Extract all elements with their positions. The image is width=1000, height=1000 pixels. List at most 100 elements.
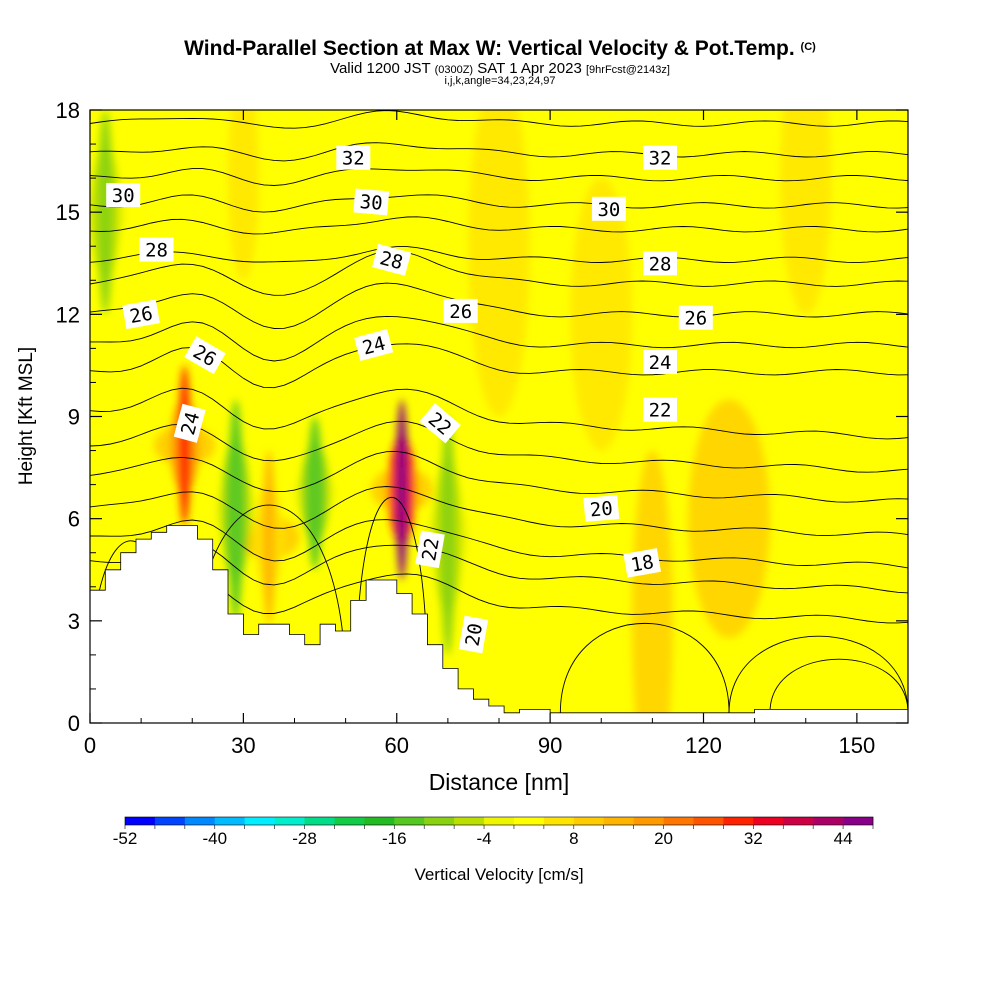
isotherm-label-text: 26 — [128, 302, 154, 328]
colorbar-swatch — [663, 817, 694, 825]
y-tick-label: 18 — [56, 98, 80, 123]
chart-subtitle: Valid 1200 JST (0300Z) SAT 1 Apr 2023 [9… — [0, 61, 1000, 78]
isotherm-label: 26 — [678, 305, 713, 330]
isotherm-label: 22 — [643, 397, 677, 422]
isotherm-label: 30 — [106, 183, 141, 208]
isotherm-label: 28 — [139, 237, 174, 262]
colorbar-tick-label: -16 — [382, 829, 407, 848]
colorbar-swatch — [334, 817, 365, 825]
colorbar-frame — [124, 816, 874, 826]
downdraft-core — [97, 110, 114, 315]
isotherm-line — [90, 387, 908, 440]
y-tick-label: 9 — [68, 405, 80, 430]
valid-fcst: [9hrFcst@2143z] — [585, 64, 670, 76]
colorbar-tick-label: -28 — [292, 829, 317, 848]
isotherm-label: 28 — [643, 251, 677, 276]
isotherm-label-bg — [173, 403, 206, 443]
colorbar-tick-label: -4 — [476, 829, 491, 848]
isotherm-label: 30 — [591, 196, 626, 221]
y-tick-label: 3 — [68, 609, 80, 634]
isotherm-label-text: 22 — [649, 400, 672, 422]
isotherm-label: 22 — [415, 530, 445, 569]
isotherm-label-bg — [354, 329, 394, 361]
downdraft-core — [440, 416, 456, 655]
y-tick-label: 12 — [56, 302, 80, 327]
isotherm-label-bg — [591, 196, 626, 221]
isotherm-label: 20 — [583, 495, 620, 522]
isotherm-line — [90, 541, 908, 594]
isotherm-dome — [355, 497, 428, 689]
colorbar-swatch — [394, 817, 425, 825]
isotherm-label-bg — [415, 530, 445, 569]
isotherm-label: 24 — [173, 403, 206, 443]
velocity-field-patches — [228, 110, 832, 723]
isotherm-label-bg — [643, 145, 677, 170]
isotherm-label-text: 32 — [649, 148, 672, 170]
isotherm-label-text: 22 — [418, 536, 444, 562]
colorbar-swatch — [573, 817, 605, 825]
isotherm-label-bg — [643, 251, 677, 276]
colorbar-swatch — [633, 817, 664, 825]
colorbar-swatch — [454, 817, 485, 825]
x-tick-label: 150 — [839, 733, 876, 758]
isotherm-label-bg — [353, 188, 390, 216]
isotherm-label-text: 28 — [649, 253, 672, 275]
isotherm-label: 18 — [623, 548, 662, 578]
y-tick-label: 15 — [56, 200, 80, 225]
isotherm-line — [90, 216, 908, 235]
colorbar-swatch — [484, 817, 515, 825]
isotherm-line — [90, 110, 908, 129]
colorbar-swatch — [304, 817, 335, 825]
isotherm-label-text: 30 — [359, 191, 384, 215]
velocity-patch — [631, 450, 673, 723]
valid-prefix: Valid 1200 JST — [330, 60, 431, 77]
isotherm-label: 26 — [122, 299, 160, 330]
colorbar-swatch — [783, 817, 814, 825]
isotherm-dome — [559, 623, 730, 713]
updraft-core — [178, 365, 191, 526]
isotherm-label-bg — [372, 243, 412, 276]
x-tick-label: 0 — [84, 733, 96, 758]
x-axis-title: Distance [nm] — [429, 769, 570, 795]
isotherm-line — [90, 420, 908, 473]
isotherm-line — [90, 250, 908, 296]
updraft-core — [262, 450, 276, 625]
isotherm-label-text: 26 — [449, 301, 472, 323]
isotherm-line — [90, 194, 908, 213]
isotherm-label-text: 26 — [684, 308, 707, 330]
colorbar: -52 -40 -28 -16 -4 8 20 32 44 — [113, 816, 874, 848]
y-tick-label: 6 — [68, 507, 80, 532]
isotherm-line — [90, 486, 908, 537]
velocity-patch — [780, 110, 832, 315]
colorbar-swatch — [513, 817, 545, 825]
colorbar-swatch — [244, 817, 275, 825]
velocity-patch — [468, 110, 530, 417]
axes: 0 30 60 90 120 150 0 3 6 9 12 15 18 — [56, 98, 908, 758]
isotherm-label-text: 20 — [589, 498, 614, 522]
y-axis-title: Height [Kft MSL] — [16, 347, 37, 485]
valid-date: SAT 1 Apr 2023 — [477, 60, 582, 77]
isotherm-label: 30 — [353, 188, 390, 216]
colorbar-title: Vertical Velocity [cm/s] — [414, 865, 583, 884]
isotherm-lines — [90, 110, 908, 713]
isotherm-label-bg — [106, 183, 141, 208]
isotherm-label-text: 28 — [145, 240, 168, 262]
colorbar-swatch — [125, 817, 156, 825]
colorbar-tick-label: -52 — [113, 829, 138, 848]
velocity-patch — [688, 399, 770, 638]
colorbar-swatch — [603, 817, 634, 825]
isotherm-label-bg — [443, 298, 478, 323]
isotherm-label-text: 30 — [112, 185, 135, 207]
colorbar-swatch — [154, 817, 186, 825]
colorbar-tick-label: 44 — [834, 829, 853, 848]
y-tick-label: 0 — [68, 711, 80, 736]
isotherm-line — [90, 519, 908, 569]
isotherm-label: 24 — [643, 350, 677, 374]
isotherm-line — [90, 343, 908, 389]
isotherm-label: 28 — [372, 243, 412, 276]
x-tick-label: 120 — [685, 733, 722, 758]
chart-title-mark: (C) — [800, 41, 816, 53]
isotherm-label: 20 — [458, 615, 489, 654]
